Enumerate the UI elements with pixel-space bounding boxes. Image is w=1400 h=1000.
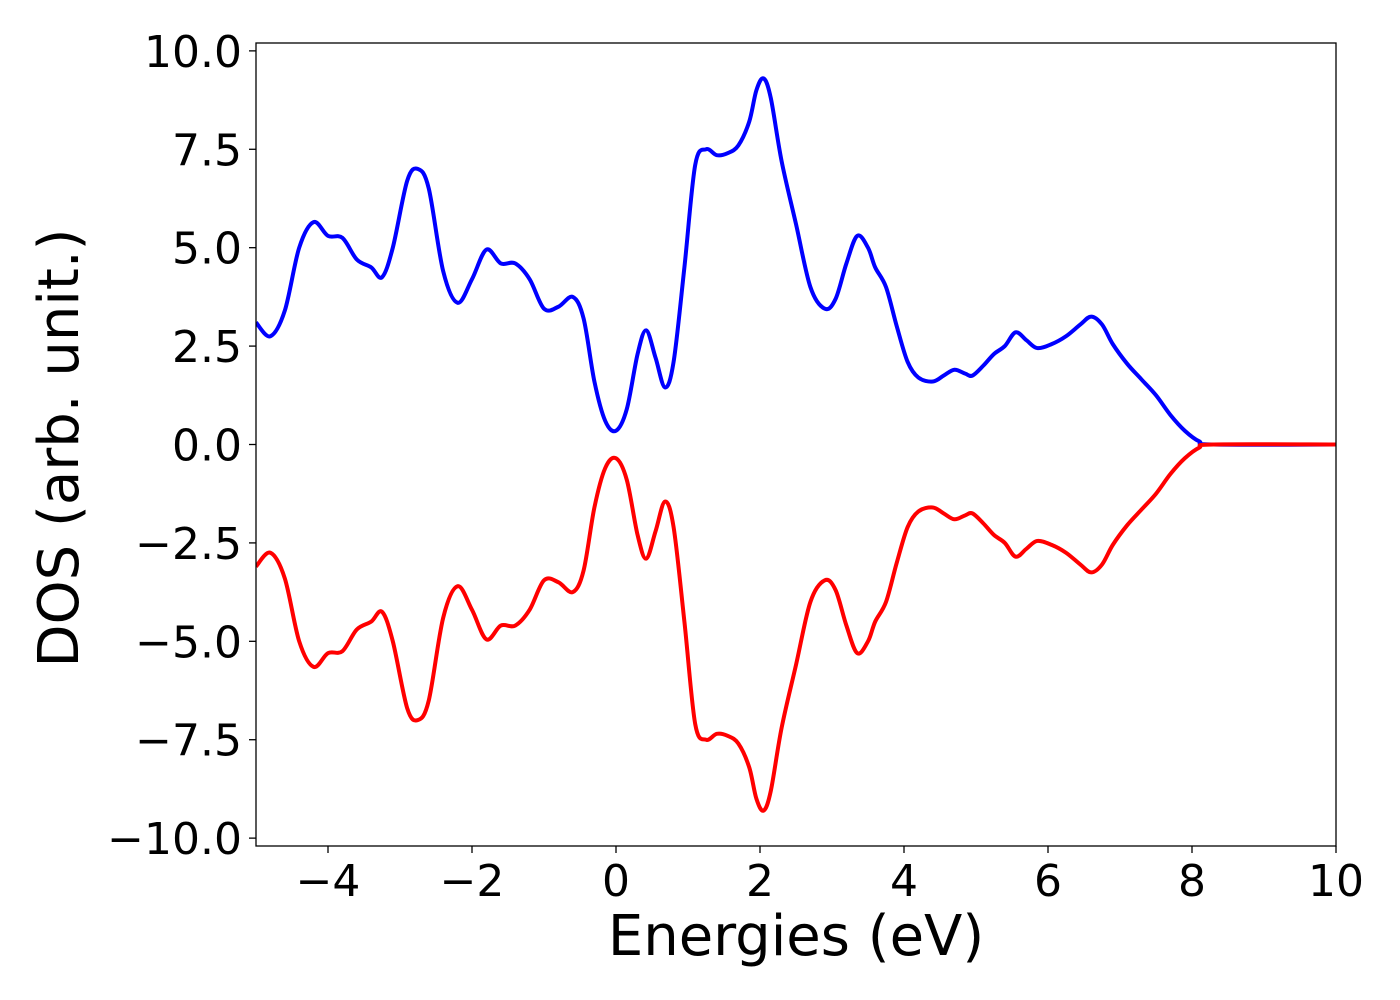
x-tick-label: 6: [1034, 856, 1062, 907]
y-tick-label: −7.5: [135, 716, 242, 767]
x-tick-label: −2: [440, 856, 505, 907]
x-axis-label: Energies (eV): [608, 904, 984, 969]
series-line-blue: [256, 76, 1336, 447]
plot-lines: [256, 76, 1336, 813]
y-axis-label: DOS (arb. unit.): [27, 228, 92, 667]
x-tick-label: 0: [602, 856, 630, 907]
x-axis: −4 −2 0 2 4 6 8 10: [296, 846, 1364, 907]
y-tick-label: 0.0: [172, 421, 242, 472]
x-tick-label: 4: [890, 856, 918, 907]
x-tick-label: 2: [746, 856, 774, 907]
y-tick-label: 5.0: [172, 224, 242, 275]
plot-frame: [255, 42, 1337, 847]
y-tick-label: −2.5: [135, 519, 242, 570]
series-line-red: [256, 442, 1336, 813]
y-axis: 10.0 7.5 5.0 2.5 0.0 −2.5 −5.0 −7.5 −10.0: [107, 27, 256, 865]
y-tick-label: −5.0: [135, 617, 242, 668]
y-tick-label: −10.0: [107, 814, 242, 865]
y-tick-label: 2.5: [172, 322, 242, 373]
x-tick-label: 8: [1178, 856, 1206, 907]
y-tick-label: 10.0: [144, 27, 242, 78]
x-tick-label: 10: [1308, 856, 1364, 907]
y-tick-label: 7.5: [172, 125, 242, 176]
x-tick-label: −4: [296, 856, 361, 907]
